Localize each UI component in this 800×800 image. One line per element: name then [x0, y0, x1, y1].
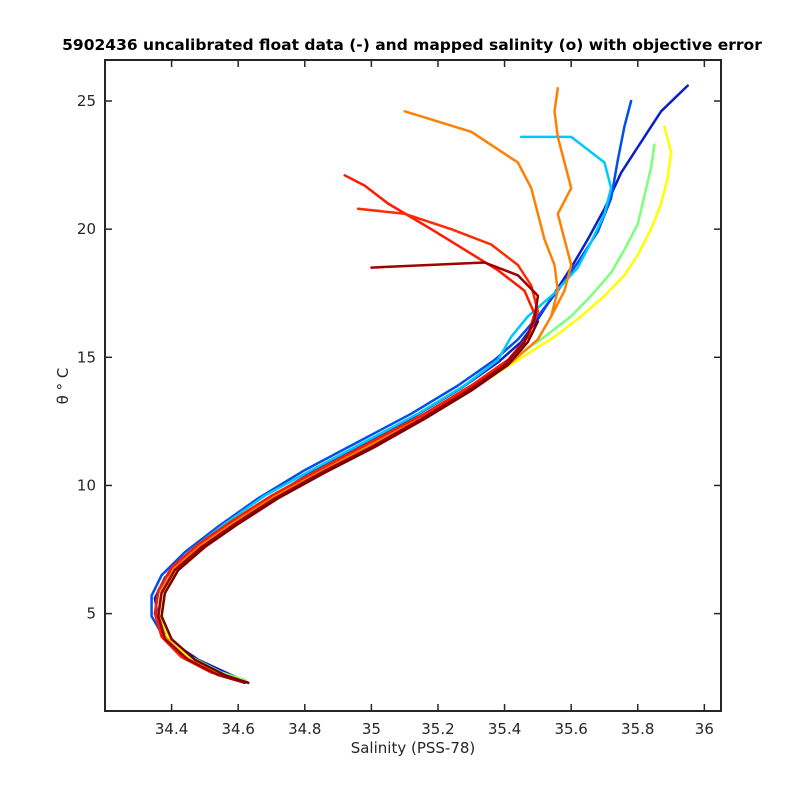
x-tick-label: 35.6 — [554, 720, 587, 738]
plot-area — [105, 60, 721, 711]
x-tick-label: 36 — [695, 720, 714, 738]
y-tick-label: 5 — [86, 605, 96, 623]
x-tick-label: 34.8 — [288, 720, 321, 738]
x-tick-label: 35.4 — [488, 720, 521, 738]
series-layer — [150, 84, 689, 685]
y-tick-label: 15 — [77, 348, 96, 366]
series-line-6 — [549, 86, 573, 318]
axes-box — [104, 59, 722, 712]
chart-title: 5902436 uncalibrated float data (-) and … — [62, 36, 762, 54]
series-line-10 — [160, 320, 540, 685]
x-tick-label: 35 — [362, 720, 381, 738]
series-line-1 — [150, 99, 633, 685]
x-tick-label: 34.6 — [221, 720, 254, 738]
tick-layer: 34.4 34.6 34.8 35 35.2 35.4 35.6 35.8 36 5 10 15 20 2… — [77, 60, 721, 738]
x-tick-label: 35.2 — [421, 720, 454, 738]
x-tick-label: 34.4 — [155, 720, 188, 738]
x-axis-label: Salinity (PSS-78) — [351, 739, 476, 757]
y-tick-label: 10 — [77, 476, 96, 494]
y-tick-label: 25 — [77, 92, 96, 110]
series-line-9 — [157, 261, 540, 685]
series-line-7 — [153, 174, 536, 682]
y-axis-label: θ ° C — [54, 368, 72, 405]
x-tick-label: 35.8 — [621, 720, 654, 738]
y-tick-label: 20 — [77, 220, 96, 238]
